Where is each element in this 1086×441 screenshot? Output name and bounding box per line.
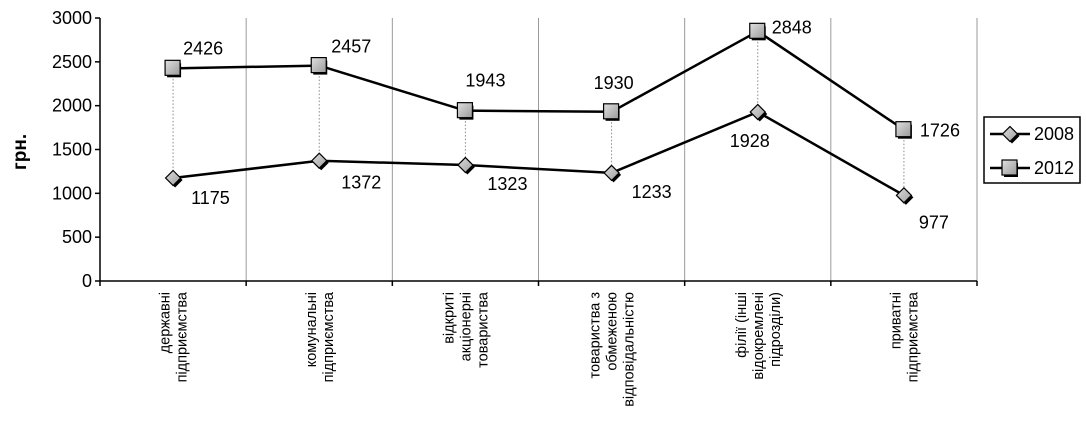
legend-entry-2008: 2008 (990, 124, 1074, 144)
category-label-line: обмеженою (605, 292, 621, 371)
series (164, 22, 914, 205)
data-labels: 1175 1372 1323 1233 1928 977 2426 2457 1943 1930 2… (183, 17, 960, 232)
axes: 0 500 1000 1500 2000 2500 3000 (52, 8, 978, 291)
gridlines (245, 18, 978, 281)
y-tick-label: 2000 (52, 96, 92, 116)
category-label: філії (інші відокремлені підрозділи) (734, 292, 784, 380)
data-label: 1372 (341, 173, 381, 193)
legend-box (983, 116, 1081, 184)
category-label: приватні підприємства (888, 291, 921, 382)
category-label-line: підрозділи) (768, 292, 784, 367)
data-label: 2426 (183, 38, 223, 58)
category-label: товариства з обмеженою відповідальністю (588, 292, 638, 407)
square-marker (164, 59, 181, 76)
series-line (173, 29, 905, 131)
legend-square-marker (1001, 159, 1018, 176)
category-label-line: підприємства (321, 291, 337, 382)
data-label: 1726 (920, 121, 960, 141)
legend-label: 2008 (1034, 124, 1074, 144)
category-label-line: приватні (888, 292, 904, 349)
y-axis-label: грн. (10, 134, 31, 170)
data-label: 1930 (594, 73, 634, 93)
square-marker (602, 103, 620, 120)
category-label-line: товариства з (588, 292, 604, 379)
square-marker (310, 57, 327, 74)
drop-lines (172, 31, 905, 196)
series-2012 (164, 22, 912, 139)
data-label: 1175 (191, 188, 230, 208)
category-label: комунальні підприємства (304, 291, 337, 382)
category-label-line: підприємства (905, 291, 921, 382)
category-label: відкриті акціонерні товариства (441, 291, 491, 368)
legend: 2008 2012 (983, 116, 1081, 184)
y-tick-label: 0 (82, 271, 92, 291)
category-label-line: товариства (475, 291, 491, 368)
legend-diamond-marker (1001, 125, 1019, 143)
y-tick-label: 1500 (52, 140, 92, 160)
category-label-line: державні (158, 292, 174, 353)
category-label-line: відповідальністю (622, 292, 638, 407)
y-tick-label: 1000 (52, 183, 92, 203)
category-label-line: акціонерні (458, 292, 474, 361)
data-label: 977 (919, 212, 949, 232)
diamond-marker (603, 164, 620, 182)
series-line (172, 110, 905, 197)
data-label: 1943 (465, 71, 505, 91)
square-marker (456, 102, 474, 119)
diamond-marker (457, 156, 474, 174)
y-tick-label: 2500 (52, 52, 92, 72)
diamond-marker (164, 169, 182, 187)
square-marker (749, 22, 766, 39)
category-label-line: відокремлені (751, 292, 767, 380)
category-label-line: відкриті (441, 292, 457, 344)
data-label: 2848 (772, 17, 812, 37)
category-label-line: комунальні (304, 292, 320, 367)
diamond-marker (749, 103, 767, 121)
category-label: державні підприємства (158, 291, 191, 382)
category-labels: державні підприємства комунальні підприємст… (158, 291, 922, 407)
diamond-marker (310, 152, 328, 170)
legend-label: 2012 (1034, 158, 1074, 178)
diamond-marker (895, 187, 913, 204)
square-marker (895, 121, 912, 138)
data-label: 1233 (632, 182, 672, 202)
y-tick-label: 3000 (52, 8, 92, 28)
data-label: 1928 (730, 131, 770, 151)
data-label: 1323 (487, 174, 527, 194)
legend-entry-2012: 2012 (990, 158, 1074, 178)
series-2008 (164, 103, 914, 205)
data-label: 2457 (331, 37, 371, 57)
category-label-line: філії (інші (734, 292, 750, 358)
y-tick-label: 500 (62, 227, 92, 247)
category-label-line: підприємства (175, 291, 191, 382)
